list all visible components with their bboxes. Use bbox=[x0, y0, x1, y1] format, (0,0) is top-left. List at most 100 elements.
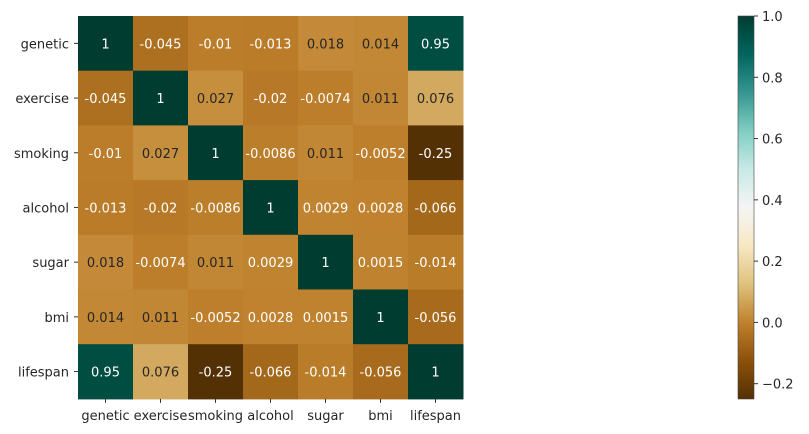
cell-value-label: 0.018 bbox=[307, 37, 344, 52]
cell-value-label: -0.0052 bbox=[190, 311, 240, 326]
y-tick-label: lifespan bbox=[18, 366, 69, 381]
cell-value-label: 0.011 bbox=[197, 256, 234, 271]
cell-value-label: 0.0015 bbox=[358, 256, 404, 271]
heatmap-cell bbox=[188, 180, 244, 236]
cell-value-label: 0.0028 bbox=[248, 311, 294, 326]
heatmap-cell-labels: 1 -0.045 -0.01 -0.013 0.018 0.014 0.95 -0.045 1 0… bbox=[85, 37, 457, 380]
heatmap-cell bbox=[133, 344, 189, 400]
cell-value-label: -0.0074 bbox=[135, 256, 185, 271]
colorbar-tick-label: 1.0 bbox=[762, 10, 783, 25]
colorbar-tick-label: 0.2 bbox=[762, 255, 783, 270]
cell-value-label: -0.014 bbox=[415, 256, 457, 271]
cell-value-label: -0.01 bbox=[199, 37, 233, 52]
heatmap-cell bbox=[133, 289, 189, 345]
heatmap-cell bbox=[78, 180, 134, 236]
colorbar: −0.2 0.0 0.2 0.4 0.6 0.8 1.0 bbox=[737, 10, 794, 400]
cell-value-label: -0.013 bbox=[250, 37, 292, 52]
colorbar-gradient bbox=[738, 16, 754, 399]
heatmap-cell bbox=[188, 125, 244, 181]
heatmap-cell bbox=[243, 16, 299, 72]
cell-value-label: 1 bbox=[321, 256, 329, 271]
colorbar-tick-label: 0.0 bbox=[762, 316, 783, 331]
heatmap-cell bbox=[133, 125, 189, 181]
y-tick-label: smoking bbox=[14, 147, 69, 162]
cell-value-label: 0.018 bbox=[87, 256, 124, 271]
x-tick-label: lifespan bbox=[410, 409, 461, 424]
cell-value-label: -0.25 bbox=[199, 366, 233, 381]
heatmap-cell bbox=[188, 16, 244, 72]
heatmap-cell bbox=[353, 180, 409, 236]
y-tick-label: genetic bbox=[21, 37, 69, 52]
colorbar-tick-label: 0.4 bbox=[762, 194, 783, 209]
heatmap-cell bbox=[133, 70, 189, 126]
cell-value-label: -0.066 bbox=[250, 366, 292, 381]
heatmap-cell bbox=[298, 16, 354, 72]
x-tick-label: smoking bbox=[188, 409, 243, 424]
heatmap-cell bbox=[78, 125, 134, 181]
heatmap-cell bbox=[133, 234, 189, 290]
heatmap-cell bbox=[243, 70, 299, 126]
heatmap-cell bbox=[188, 289, 244, 345]
heatmap-cell bbox=[78, 344, 134, 400]
heatmap-cell bbox=[408, 344, 464, 400]
y-tick-label: alcohol bbox=[23, 201, 69, 216]
cell-value-label: 0.0028 bbox=[358, 201, 404, 216]
cell-value-label: 0.027 bbox=[142, 147, 179, 162]
cell-value-label: -0.02 bbox=[144, 201, 178, 216]
cell-value-label: -0.056 bbox=[415, 311, 457, 326]
cell-value-label: 0.0029 bbox=[303, 201, 349, 216]
y-tick-label: exercise bbox=[15, 92, 69, 107]
heatmap-cell bbox=[78, 70, 134, 126]
cell-value-label: -0.013 bbox=[85, 201, 127, 216]
cell-value-label: -0.0052 bbox=[355, 147, 405, 162]
cell-value-label: -0.02 bbox=[254, 92, 288, 107]
x-tick-label: exercise bbox=[134, 409, 188, 424]
cell-value-label: 1 bbox=[266, 201, 274, 216]
heatmap-cell bbox=[133, 180, 189, 236]
heatmap-cell bbox=[408, 289, 464, 345]
y-tick-label: bmi bbox=[44, 311, 69, 326]
cell-value-label: 0.014 bbox=[362, 37, 399, 52]
cell-value-label: -0.066 bbox=[415, 201, 457, 216]
cell-value-label: 0.95 bbox=[91, 366, 120, 381]
heatmap-cell bbox=[408, 234, 464, 290]
cell-value-label: -0.014 bbox=[305, 366, 347, 381]
cell-value-label: -0.01 bbox=[89, 147, 123, 162]
heatmap-cell bbox=[353, 289, 409, 345]
cell-value-label: -0.045 bbox=[85, 92, 127, 107]
cell-value-label: 0.0015 bbox=[303, 311, 349, 326]
x-tick-label: bmi bbox=[368, 409, 393, 424]
cell-value-label: 0.011 bbox=[307, 147, 344, 162]
x-axis: genetic exercise smoking alcohol sugar bmi lif… bbox=[81, 398, 461, 424]
heatmap-cell bbox=[353, 125, 409, 181]
heatmap-cell bbox=[78, 16, 134, 72]
heatmap-cell bbox=[188, 344, 244, 400]
cell-value-label: -0.0086 bbox=[190, 201, 240, 216]
cell-value-label: 1 bbox=[376, 311, 384, 326]
cell-value-label: -0.25 bbox=[419, 147, 453, 162]
cell-value-label: 0.0029 bbox=[248, 256, 294, 271]
colorbar-border bbox=[737, 15, 755, 400]
y-axis: genetic exercise smoking alcohol sugar bmi lif… bbox=[14, 37, 78, 381]
cell-value-label: 0.011 bbox=[362, 92, 399, 107]
cell-value-label: 1 bbox=[431, 366, 439, 381]
heatmap-cell bbox=[243, 180, 299, 236]
heatmap-cell bbox=[298, 344, 354, 400]
heatmap-cell bbox=[298, 180, 354, 236]
heatmap-cell bbox=[353, 16, 409, 72]
cell-value-label: 0.014 bbox=[87, 311, 124, 326]
x-tick-label: sugar bbox=[307, 409, 344, 424]
heatmap-cell bbox=[133, 16, 189, 72]
heatmap-cell bbox=[298, 125, 354, 181]
cell-value-label: 0.011 bbox=[142, 311, 179, 326]
heatmap-cell bbox=[298, 289, 354, 345]
heatmap-cell bbox=[243, 289, 299, 345]
heatmap-cell bbox=[243, 344, 299, 400]
heatmap-cell bbox=[78, 289, 134, 345]
heatmap-cell bbox=[298, 70, 354, 126]
heatmap-cell bbox=[353, 70, 409, 126]
cell-value-label: 1 bbox=[101, 37, 109, 52]
x-tick-label: alcohol bbox=[247, 409, 293, 424]
cell-value-label: 0.95 bbox=[421, 37, 450, 52]
y-tick-label: sugar bbox=[32, 256, 69, 271]
